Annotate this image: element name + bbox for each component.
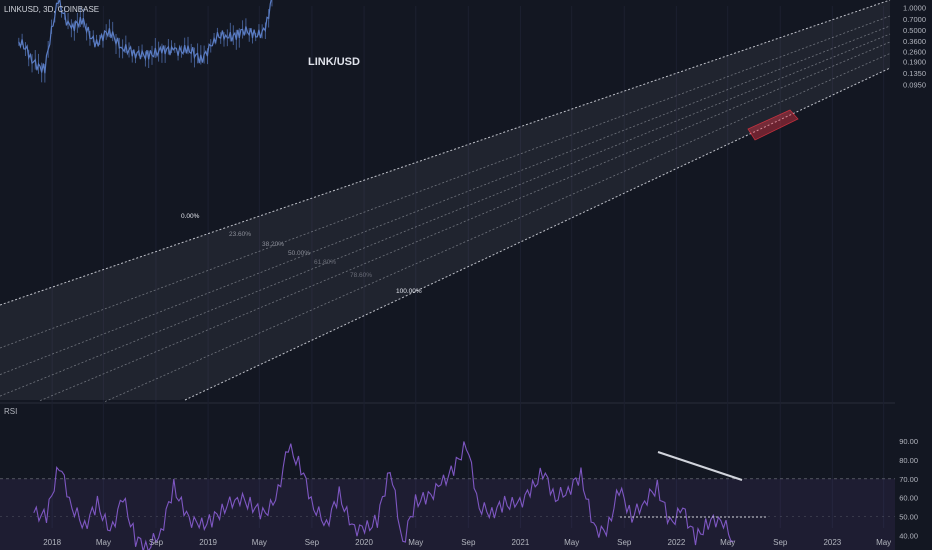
time-tick-label: Sep [149, 538, 164, 547]
rsi-divergence-line [657, 451, 743, 481]
rsi-tick-label: 50.00 [899, 513, 918, 522]
fib-level-line [104, 53, 891, 402]
time-tick-label: Sep [305, 538, 320, 547]
projection-zone [747, 109, 799, 141]
time-tick-label: May [720, 538, 735, 547]
fib-level-label: 78.60% [350, 272, 372, 279]
time-tick-label: 2018 [43, 538, 61, 547]
fib-level-label: 50.00% [288, 250, 310, 257]
time-tick-label: 2020 [355, 538, 373, 547]
time-tick-label: May [252, 538, 267, 547]
price-tick-label: 0.5000 [903, 26, 926, 35]
fib-level-line [39, 41, 891, 402]
time-tick-label: 2019 [199, 538, 217, 547]
symbol-header[interactable]: LINKUSD, 3D, COINBASE [4, 5, 99, 14]
rsi-tick-label: 80.00 [899, 456, 918, 465]
rsi-line [33, 441, 734, 550]
rsi-label[interactable]: RSI [4, 407, 17, 416]
time-tick-label: 2022 [668, 538, 686, 547]
fib-level-label: 0.00% [181, 213, 200, 220]
time-tick-label: May [96, 538, 111, 547]
time-tick-label: Sep [617, 538, 632, 547]
fib-level-line [184, 67, 891, 401]
time-tick-label: 2023 [823, 538, 841, 547]
price-tick-label: 1.0000 [903, 4, 926, 13]
fib-level-label: 100.00% [396, 288, 422, 295]
price-tick-label: 0.1900 [903, 58, 926, 67]
price-tick-label: 0.0950 [903, 80, 926, 89]
fib-level-label: 61.80% [314, 259, 336, 266]
price-tick-label: 1.4000 [903, 0, 926, 2]
fib-level-line [0, 25, 891, 375]
price-tick-label: 0.2600 [903, 48, 926, 57]
projection-zone-rect [747, 109, 799, 141]
time-tick-label: Sep [461, 538, 476, 547]
channel-fill [0, 0, 890, 400]
fib-level-label: 38.20% [262, 241, 284, 248]
fib-level-line [0, 33, 891, 397]
fib-channel: 0.00% 23.60% 38.20% 50.00% 61.80% 78.60% 100.0… [0, 0, 891, 402]
price-series [18, 0, 273, 83]
rsi-tick-label: 90.00 [899, 437, 918, 446]
time-axis[interactable]: 2018 May Sep 2019 May Sep 2020 May Sep 2021 May Sep… [43, 538, 891, 547]
price-axis[interactable]: 52.000037.000027.000019.000013.00009.000… [897, 0, 930, 89]
time-tick-label: Sep [773, 538, 788, 547]
chart-title: LINK/USD [308, 56, 360, 68]
time-tick-label: May [564, 538, 579, 547]
fib-level-line [0, 0, 891, 306]
price-tick-label: 0.1350 [903, 69, 926, 78]
rsi-band [0, 478, 895, 550]
time-tick-label: May [408, 538, 423, 547]
price-tick-label: 0.3600 [903, 37, 926, 46]
rsi-tick-label: 70.00 [899, 475, 918, 484]
time-tick-label: 2021 [512, 538, 530, 547]
time-tick-label: May [876, 538, 891, 547]
price-tick-label: 0.7000 [903, 15, 926, 24]
price-line [18, 0, 272, 74]
fib-level-label: 23.60% [229, 231, 251, 238]
rsi-tick-label: 40.00 [899, 532, 918, 541]
rsi-tick-label: 60.00 [899, 494, 918, 503]
